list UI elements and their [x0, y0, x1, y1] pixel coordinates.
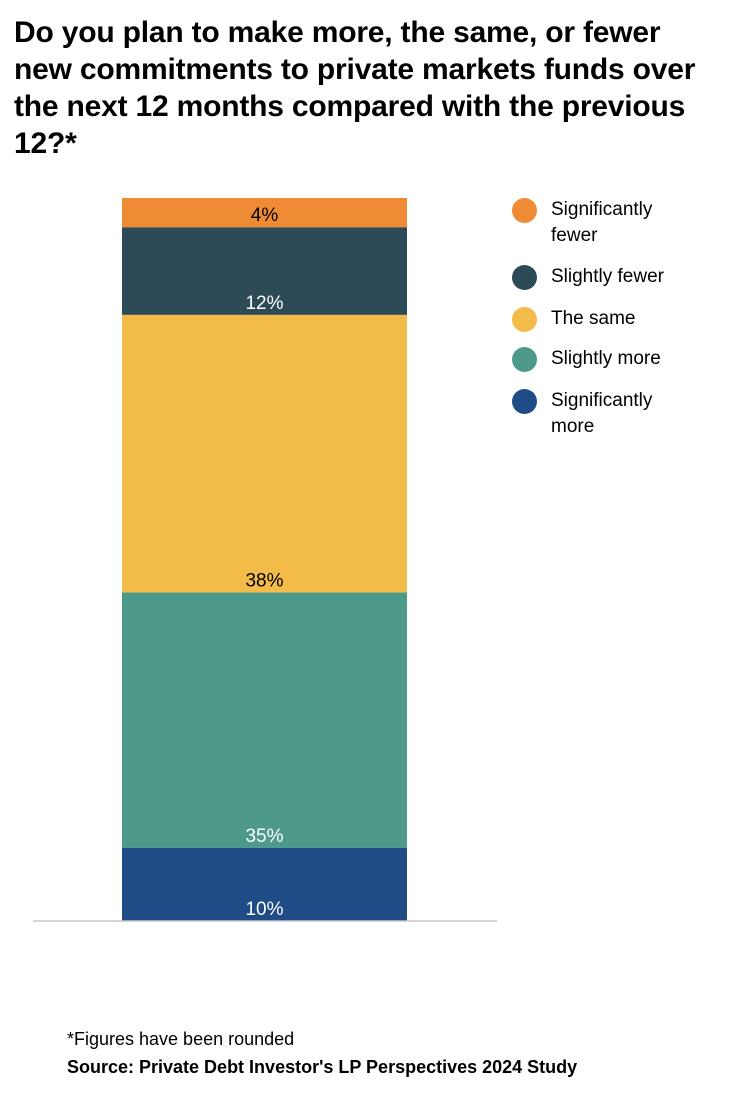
data-label: 38%	[245, 570, 283, 591]
legend-item: Significantly more	[512, 388, 722, 440]
legend-item: Slightly more	[512, 346, 722, 372]
legend-item: Significantly fewer	[512, 197, 722, 249]
chart-title: Do you plan to make more, the same, or f…	[14, 16, 696, 160]
legend-label: Slightly more	[551, 348, 661, 369]
bar-segment	[122, 847, 407, 921]
legend-label: The same	[551, 308, 636, 329]
bar-segment	[122, 592, 407, 848]
chart-legend: Significantly fewer Slightly fewer The sam…	[512, 197, 722, 455]
legend-label: Slightly fewer	[551, 266, 664, 287]
legend-swatch	[512, 307, 537, 332]
legend-label: Significantly more	[551, 390, 653, 437]
legend-swatch	[512, 389, 537, 414]
bar-segment	[122, 198, 407, 228]
legend-swatch	[512, 347, 537, 372]
data-label: 10%	[245, 899, 283, 920]
legend-swatch	[512, 198, 537, 223]
legend-label: Significantly fewer	[551, 199, 653, 246]
data-label: 12%	[245, 293, 283, 314]
footnote: *Figures have been rounded	[67, 1029, 295, 1049]
data-label: 4%	[251, 205, 279, 226]
source-note: Source: Private Debt Investor's LP Persp…	[67, 1057, 578, 1077]
bar-segment	[122, 314, 407, 593]
bar-segment	[122, 227, 407, 315]
legend-item: The same	[512, 306, 722, 332]
data-label: 35%	[245, 826, 283, 847]
legend-swatch	[512, 265, 537, 290]
legend-item: Slightly fewer	[512, 264, 722, 290]
